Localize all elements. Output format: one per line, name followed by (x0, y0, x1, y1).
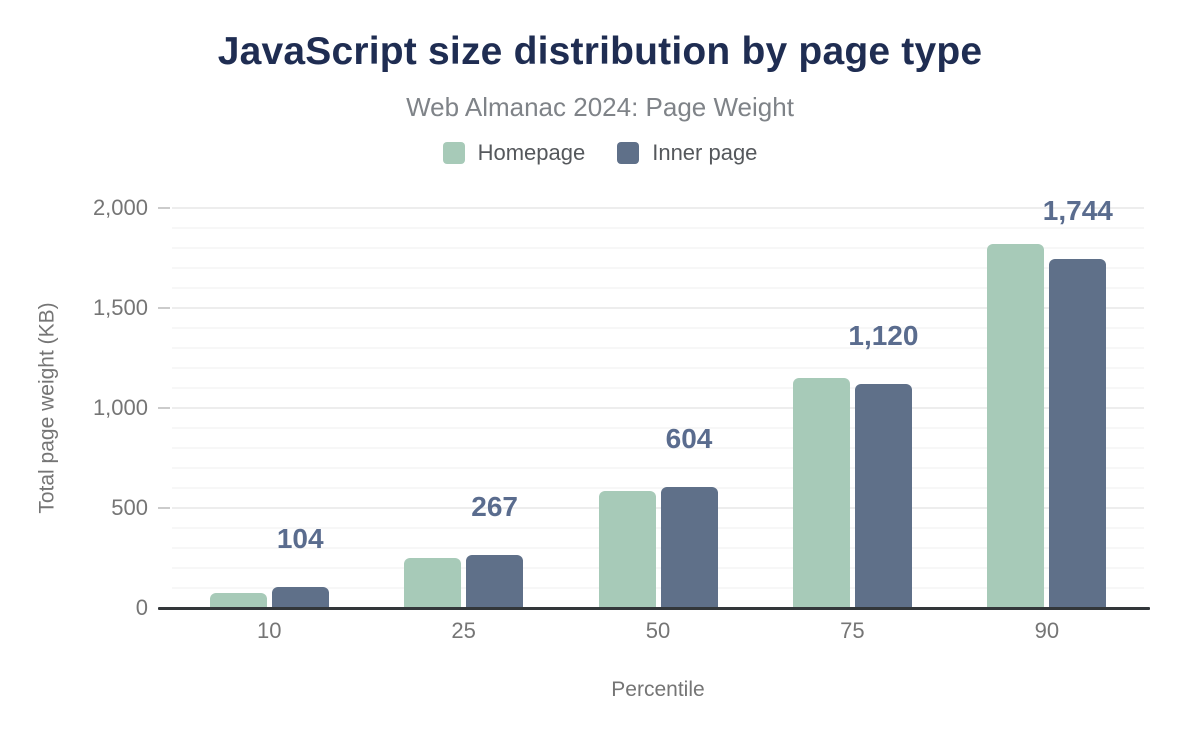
bar-value-label: 1,744 (1042, 195, 1113, 227)
y-tick-mark (158, 207, 170, 209)
minor-gridline (172, 587, 1144, 589)
chart-title: JavaScript size distribution by page typ… (217, 30, 983, 73)
bar-inner-page-p90: 1,744 (1043, 197, 1113, 608)
y-tick-mark (158, 507, 170, 509)
legend: Homepage Inner page (0, 140, 1200, 166)
minor-gridline (172, 267, 1144, 269)
y-tick-label: 2,000 (92, 195, 148, 220)
x-tick-label: 50 (645, 618, 671, 643)
bar-homepage-p90 (987, 244, 1045, 608)
minor-gridline (172, 367, 1144, 369)
bar-inner-page-p10: 104 (271, 525, 329, 608)
y-tick-label: 0 (135, 595, 148, 620)
minor-gridline (172, 567, 1144, 569)
minor-gridline (172, 387, 1144, 389)
minor-gridline (172, 487, 1144, 489)
legend-label: Inner page (652, 140, 758, 165)
minor-gridline (172, 327, 1144, 329)
bar-value-label: 104 (276, 523, 324, 555)
legend-swatch-inner-page (617, 142, 640, 164)
bar-group-p90: 1,744 (950, 197, 1144, 608)
minor-gridline (172, 427, 1144, 429)
bar-group-p50: 604 (561, 208, 755, 608)
legend-label: Homepage (477, 140, 586, 165)
bar-group-p10: 104 (172, 208, 366, 608)
major-gridline (172, 307, 1144, 309)
y-tick-mark (158, 307, 170, 309)
x-tick-label: 25 (451, 618, 476, 643)
bar-value-label: 267 (471, 490, 518, 522)
bar-homepage-p25 (404, 558, 462, 608)
y-tick-mark (158, 407, 170, 409)
bar-homepage-p75 (792, 378, 850, 608)
major-gridline (172, 207, 1144, 209)
bar-group-p25: 267 (366, 208, 560, 608)
minor-gridline (172, 227, 1144, 229)
chart-subtitle: Web Almanac 2024: Page Weight (406, 92, 794, 122)
legend-item-homepage: Homepage (442, 140, 586, 166)
x-axis-line (158, 607, 1150, 610)
bars: 104 267 604 1,120 1,744 (172, 197, 1144, 608)
y-tick-label: 1,500 (92, 295, 148, 320)
minor-gridline (172, 527, 1144, 529)
minor-gridline (172, 467, 1144, 469)
plot-area: 0 500 1,000 1,500 2,000 104 267 604 1,120 1,744 … (93, 197, 1150, 643)
minor-gridline (172, 247, 1144, 249)
x-tick-label: 75 (840, 618, 865, 643)
legend-swatch-homepage (442, 142, 465, 164)
minor-gridline (172, 547, 1144, 549)
x-tick-labels: 10 25 50 75 90 (172, 618, 1144, 644)
x-tick-label: 10 (256, 618, 282, 643)
y-tick-label: 1,000 (92, 395, 148, 420)
y-tick-label: 500 (111, 495, 148, 520)
bar-value-label: 1,120 (848, 320, 919, 351)
bar-inner-page-p75: 1,120 (848, 322, 918, 608)
x-tick-label: 90 (1034, 618, 1060, 643)
minor-gridline (172, 447, 1144, 449)
major-gridline (172, 407, 1144, 409)
x-axis-title: Percentile (611, 678, 705, 701)
bar-value-label: 604 (665, 423, 713, 455)
minor-gridline (172, 287, 1144, 289)
bar-inner-page-p25: 267 (466, 492, 524, 608)
minor-gridline (172, 347, 1144, 349)
bar-homepage-p50 (598, 491, 656, 608)
bar-homepage-p10 (209, 593, 267, 608)
bar-inner-page-p50: 604 (660, 425, 718, 608)
bar-group-p75: 1,120 (755, 208, 949, 608)
major-gridline (172, 507, 1144, 509)
legend-item-inner-page: Inner page (617, 140, 757, 166)
